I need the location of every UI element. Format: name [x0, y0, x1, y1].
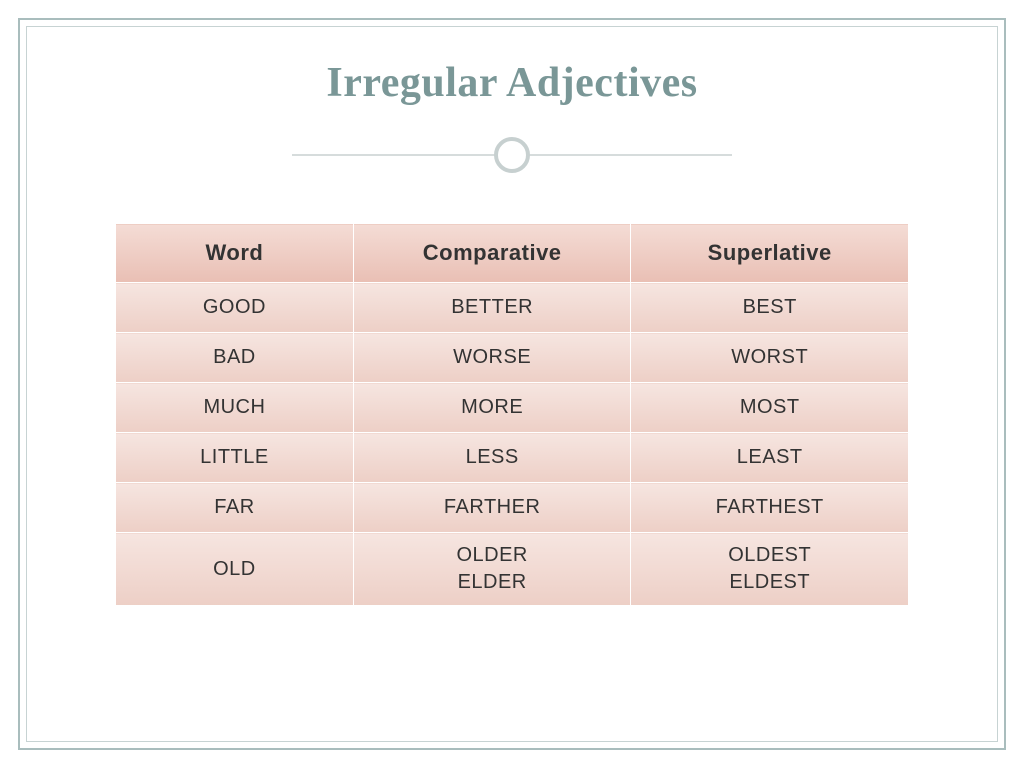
col-header-comparative: Comparative: [353, 224, 631, 283]
table-row: MUCH MORE MOST: [116, 383, 909, 433]
col-header-superlative: Superlative: [631, 224, 909, 283]
slide-outer-frame: Irregular Adjectives Word Comparative Su…: [18, 18, 1006, 750]
cell-comparative: FARTHER: [353, 483, 631, 533]
title-divider: [27, 135, 997, 175]
adjectives-table-wrap: Word Comparative Superlative GOOD BETTER…: [115, 223, 909, 606]
cell-superlative: WORST: [631, 333, 909, 383]
table-row: FAR FARTHER FARTHEST: [116, 483, 909, 533]
cell-comparative: LESS: [353, 433, 631, 483]
table-header-row: Word Comparative Superlative: [116, 224, 909, 283]
cell-superlative: MOST: [631, 383, 909, 433]
col-header-word: Word: [116, 224, 354, 283]
cell-superlative: FARTHEST: [631, 483, 909, 533]
table-row: GOOD BETTER BEST: [116, 283, 909, 333]
cell-word: MUCH: [116, 383, 354, 433]
cell-word: FAR: [116, 483, 354, 533]
cell-superlative: LEAST: [631, 433, 909, 483]
table-row: OLD OLDERELDER OLDESTELDEST: [116, 533, 909, 606]
cell-word: LITTLE: [116, 433, 354, 483]
cell-superlative: OLDESTELDEST: [631, 533, 909, 606]
cell-comparative: MORE: [353, 383, 631, 433]
cell-word: OLD: [116, 533, 354, 606]
cell-comparative: BETTER: [353, 283, 631, 333]
adjectives-table: Word Comparative Superlative GOOD BETTER…: [115, 223, 909, 606]
table-row: LITTLE LESS LEAST: [116, 433, 909, 483]
cell-comparative: OLDERELDER: [353, 533, 631, 606]
divider-circle-icon: [494, 137, 530, 173]
table-row: BAD WORSE WORST: [116, 333, 909, 383]
cell-word: GOOD: [116, 283, 354, 333]
slide-title: Irregular Adjectives: [27, 27, 997, 107]
cell-comparative: WORSE: [353, 333, 631, 383]
cell-word: BAD: [116, 333, 354, 383]
slide-inner-frame: Irregular Adjectives Word Comparative Su…: [26, 26, 998, 742]
cell-superlative: BEST: [631, 283, 909, 333]
